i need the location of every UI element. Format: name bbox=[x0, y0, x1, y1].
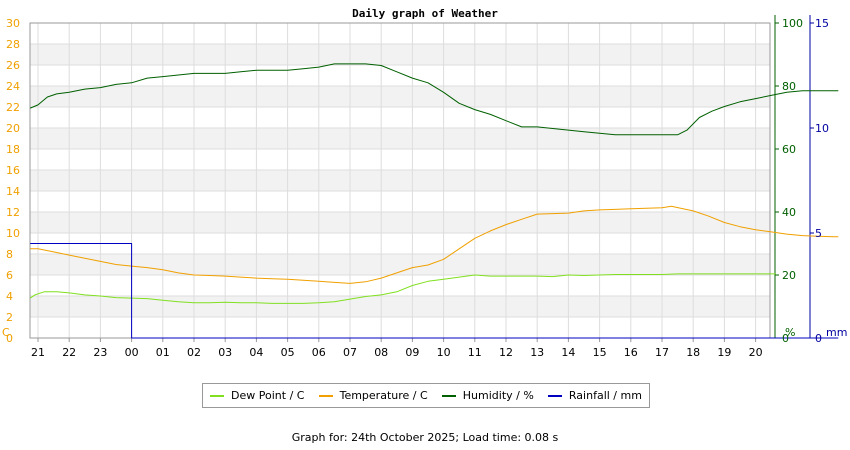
left-axis-unit: C bbox=[2, 326, 10, 339]
rainfall-line bbox=[30, 243, 839, 339]
plot-bands bbox=[30, 23, 770, 338]
plot-band bbox=[30, 212, 770, 233]
x-tick-label: 14 bbox=[561, 346, 575, 359]
left-tick-label: 26 bbox=[6, 59, 20, 72]
left-tick-label: 16 bbox=[6, 164, 20, 177]
axes bbox=[37, 15, 814, 342]
left-tick-label: 6 bbox=[6, 269, 13, 282]
series-lines bbox=[29, 63, 839, 339]
plot-band bbox=[30, 128, 770, 149]
x-tick-label: 02 bbox=[187, 346, 201, 359]
plot-band bbox=[30, 296, 770, 317]
left-tick-label: 30 bbox=[6, 17, 20, 30]
plot-band bbox=[30, 107, 770, 128]
left-tick-label: 14 bbox=[6, 185, 20, 198]
legend-item-dew-point: Dew Point / C bbox=[210, 389, 304, 402]
x-tick-label: 11 bbox=[468, 346, 482, 359]
humidity-axis-unit: % bbox=[785, 326, 795, 339]
rain-tick-label: 15 bbox=[815, 17, 829, 30]
plot-band bbox=[30, 44, 770, 65]
left-tick-label: 8 bbox=[6, 248, 13, 261]
legend-item-rainfall: Rainfall / mm bbox=[547, 389, 642, 402]
humidity-tick-label: 80 bbox=[782, 80, 796, 93]
left-tick-label: 12 bbox=[6, 206, 20, 219]
x-tick-label: 08 bbox=[374, 346, 388, 359]
legend-item-humidity: Humidity / % bbox=[441, 389, 534, 402]
plot-band bbox=[30, 254, 770, 275]
legend-label-dew-point: Dew Point / C bbox=[231, 389, 305, 402]
rain-axis-unit: mm bbox=[826, 326, 847, 339]
x-tick-label: 17 bbox=[655, 346, 669, 359]
x-tick-label: 09 bbox=[405, 346, 419, 359]
humidity-tick-label: 60 bbox=[782, 143, 796, 156]
legend-label-temperature: Temperature / C bbox=[339, 389, 428, 402]
dew-point-line bbox=[29, 273, 776, 304]
legend-swatch-dew-point bbox=[210, 394, 225, 397]
x-tick-label: 06 bbox=[312, 346, 326, 359]
x-tick-label: 07 bbox=[343, 346, 357, 359]
x-tick-label: 20 bbox=[749, 346, 763, 359]
rain-tick-label: 10 bbox=[815, 122, 829, 135]
humidity-line bbox=[30, 63, 839, 136]
x-tick-label: 00 bbox=[125, 346, 139, 359]
x-tick-label: 04 bbox=[249, 346, 263, 359]
x-tick-label: 15 bbox=[593, 346, 607, 359]
left-tick-label: 4 bbox=[6, 290, 13, 303]
humidity-tick-label: 40 bbox=[782, 206, 796, 219]
plot-band bbox=[30, 65, 770, 86]
x-tick-label: 22 bbox=[62, 346, 76, 359]
x-tick-label: 23 bbox=[93, 346, 107, 359]
temperature-line bbox=[30, 205, 839, 284]
x-tick-label: 12 bbox=[499, 346, 513, 359]
plot-band bbox=[30, 275, 770, 296]
legend-label-humidity: Humidity / % bbox=[462, 389, 534, 402]
left-tick-label: 22 bbox=[6, 101, 20, 114]
left-tick-label: 0 bbox=[6, 332, 13, 345]
left-tick-label: 18 bbox=[6, 143, 20, 156]
plot-band bbox=[30, 86, 770, 107]
x-tick-label: 19 bbox=[717, 346, 731, 359]
legend-label-rainfall: Rainfall / mm bbox=[568, 389, 642, 402]
rain-tick-label: 5 bbox=[815, 227, 822, 240]
left-tick-label: 24 bbox=[6, 80, 20, 93]
left-tick-label: 10 bbox=[6, 227, 20, 240]
x-tick-label: 13 bbox=[530, 346, 544, 359]
humidity-tick-label: 0 bbox=[782, 332, 789, 345]
footer-text: Graph for: 24th October 2025; Load time:… bbox=[291, 431, 559, 444]
legend-swatch-humidity bbox=[441, 394, 456, 397]
left-tick-label: 28 bbox=[6, 38, 20, 51]
x-tick-label: 01 bbox=[156, 346, 170, 359]
x-tick-label: 18 bbox=[686, 346, 700, 359]
plot-band bbox=[30, 233, 770, 254]
plot-band bbox=[30, 191, 770, 212]
left-tick-label: 20 bbox=[6, 122, 20, 135]
x-tick-label: 05 bbox=[281, 346, 295, 359]
tick-labels: 21 22 23 00 01 02 03 04 05 06 07 08 09 10 11 12 13 14 15 16… bbox=[2, 17, 847, 359]
x-tick-label: 10 bbox=[437, 346, 451, 359]
rain-tick-label: 0 bbox=[815, 332, 822, 345]
humidity-tick-label: 100 bbox=[782, 17, 803, 30]
x-tick-label: 21 bbox=[31, 346, 45, 359]
legend-item-temperature: Temperature / C bbox=[318, 389, 428, 402]
legend: Dew Point / C Temperature / C Humidity /… bbox=[202, 383, 650, 408]
plot-band bbox=[30, 170, 770, 191]
humidity-tick-label: 20 bbox=[782, 269, 796, 282]
chart-title: Daily graph of Weather bbox=[352, 7, 498, 20]
legend-swatch-rainfall bbox=[547, 394, 562, 397]
x-tick-label: 03 bbox=[218, 346, 232, 359]
legend-swatch-temperature bbox=[318, 394, 333, 397]
plot-band bbox=[30, 149, 770, 170]
x-tick-label: 16 bbox=[624, 346, 638, 359]
left-tick-label: 2 bbox=[6, 311, 13, 324]
plot-band bbox=[30, 23, 770, 44]
plot-band bbox=[30, 317, 770, 338]
